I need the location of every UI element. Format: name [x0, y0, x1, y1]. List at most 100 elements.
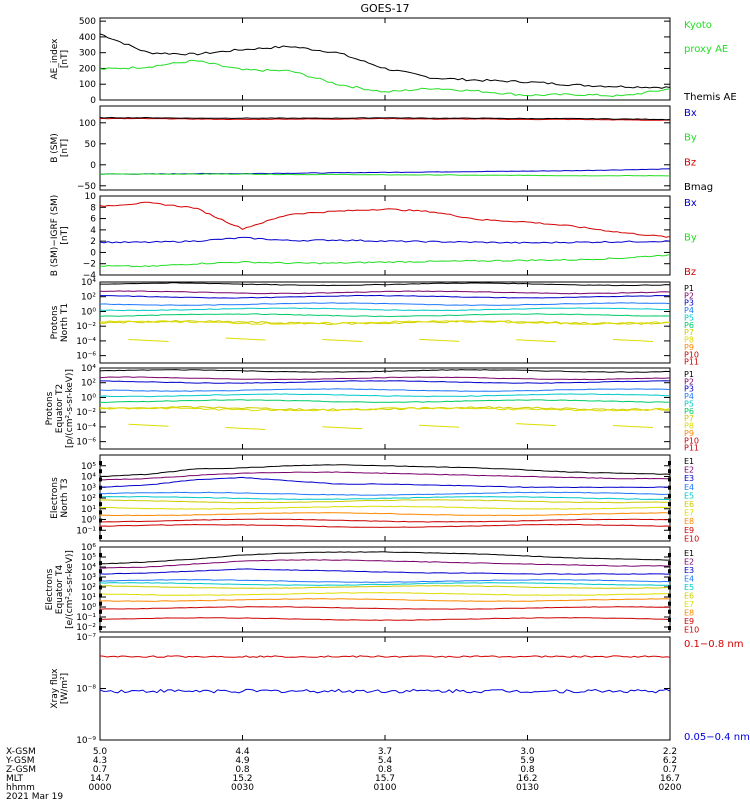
legend-entry: P3 [684, 385, 694, 394]
series-line-by [100, 253, 670, 268]
ephemeris-value: 0100 [374, 783, 397, 793]
y-tick-label: 10² [81, 293, 96, 303]
series-line-bx [100, 168, 670, 175]
y-tick-label: 10⁴ [81, 563, 96, 573]
series-line-e6 [100, 585, 670, 589]
legend-entry: E5 [684, 583, 694, 592]
series-line-p2 [100, 290, 670, 295]
y-tick-label: 10¹ [81, 505, 96, 515]
series-line-by [100, 173, 670, 177]
edge-marker [99, 493, 102, 498]
series-line-e3 [100, 568, 670, 575]
y-axis-label: Equator T2 [55, 384, 65, 433]
edge-marker [99, 577, 102, 582]
y-tick-label: 10² [81, 583, 96, 593]
legend-entry: P8 [684, 422, 694, 431]
edge-marker [668, 593, 671, 598]
edge-marker [668, 601, 671, 606]
panel-data [100, 655, 670, 694]
series-line-e7 [100, 505, 670, 510]
legend-entry: P4 [684, 306, 694, 315]
series-line-p9 [225, 426, 266, 430]
legend-entry: P11 [684, 358, 699, 367]
y-tick-label: 10⁴ [81, 473, 96, 483]
legend-entry: P11 [684, 444, 699, 453]
legend-entry: 0.1−0.8 nm [684, 639, 743, 650]
edge-marker [668, 535, 671, 539]
legend-entry: Bx [684, 108, 697, 119]
legend-entry: P6 [684, 321, 694, 330]
legend-entry: E9 [684, 526, 694, 535]
y-tick-label: 0 [90, 248, 96, 258]
legend-entry: P9 [684, 429, 694, 438]
y-tick-label: 10⁰ [81, 603, 96, 613]
series-line-kyoto-proxy-ae [100, 59, 670, 98]
series-line-e8 [100, 598, 670, 602]
legend-entry: E6 [684, 500, 694, 509]
legend-entry: Bz [684, 267, 696, 278]
legend-entry: P6 [684, 407, 694, 416]
legend-entry: 0.05−0.4 nm [684, 732, 750, 743]
series-line-themis-ae [100, 33, 670, 89]
y-tick-label: 10² [81, 379, 96, 389]
y-tick-label: 10⁵ [81, 553, 96, 563]
y-tick-label: 10⁻⁶ [76, 438, 96, 448]
panel-pnorth: 10⁻⁶ 10⁻⁴ 10⁻² 10⁰ 10² 10⁴ Protons North T1 P1P2… [50, 278, 699, 367]
ephemeris-value: 3.7 [378, 747, 392, 757]
series-line-bmag [100, 116, 670, 121]
legend-entry: P3 [684, 299, 694, 308]
ephemeris-value: 0200 [659, 783, 682, 793]
chart-title: GOES-17 [360, 2, 409, 15]
edge-marker [99, 510, 102, 515]
series-line-p9 [322, 426, 363, 430]
series-line-e2 [100, 559, 670, 569]
series-line-p1 [100, 369, 670, 373]
series-line-p4 [100, 388, 670, 392]
panel-pequator: 10⁻⁶ 10⁻⁴ 10⁻² 10⁰ 10² 10⁴ Protons Equator T2 [p… [45, 364, 699, 453]
ephemeris-value: 0.7 [93, 765, 107, 775]
y-tick-label: 10 [85, 192, 97, 202]
y-axis-label: Protons [45, 391, 55, 425]
series-line-e10 [100, 617, 670, 621]
ephemeris-value: 5.4 [378, 756, 393, 766]
legend-entry: E7 [684, 600, 694, 609]
y-axis-label: B (SM) [50, 133, 60, 163]
edge-marker [99, 593, 102, 598]
edge-marker [99, 535, 102, 539]
y-tick-label: 500 [79, 17, 96, 27]
series-line-p5 [100, 307, 670, 312]
panel-data [100, 464, 670, 528]
ephemeris-value: 4.9 [235, 756, 250, 766]
edge-marker [99, 626, 102, 630]
series-line-p9 [419, 338, 460, 342]
edge-marker [668, 553, 671, 557]
series-line-e6 [100, 499, 670, 504]
panel-data [100, 201, 670, 268]
legend-entry: P1 [684, 370, 694, 379]
series-line-p9 [128, 423, 169, 427]
legend-entry: E6 [684, 592, 694, 601]
y-axis-label: [e/(cm²-s-sr-keV)] [65, 550, 75, 629]
series-line-p9 [419, 424, 460, 428]
y-tick-label: 10⁶ [81, 543, 96, 553]
legend-entry: E1 [684, 457, 694, 466]
edge-marker [668, 585, 671, 590]
y-tick-label: −50 [77, 182, 96, 192]
y-tick-label: 10⁰ [81, 393, 96, 403]
series-line-p9 [612, 425, 654, 429]
y-tick-label: 400 [79, 33, 96, 43]
panel-data [100, 116, 670, 177]
panel-bsm: −50 0 50 100 B (SM) [nT] Bx By Bz Bmag [50, 105, 713, 193]
legend-entry: P4 [684, 392, 694, 401]
ephemeris-value: 15.2 [232, 774, 252, 784]
ephemeris-value: 0130 [516, 783, 539, 793]
y-tick-label: 6 [90, 215, 96, 225]
y-axis-label: Protons [50, 305, 60, 339]
legend-entry: By [684, 233, 697, 244]
edge-marker [668, 561, 671, 566]
y-axis-label: [nT] [60, 50, 70, 68]
y-tick-label: 300 [79, 49, 96, 59]
y-tick-label: 4 [90, 226, 96, 236]
